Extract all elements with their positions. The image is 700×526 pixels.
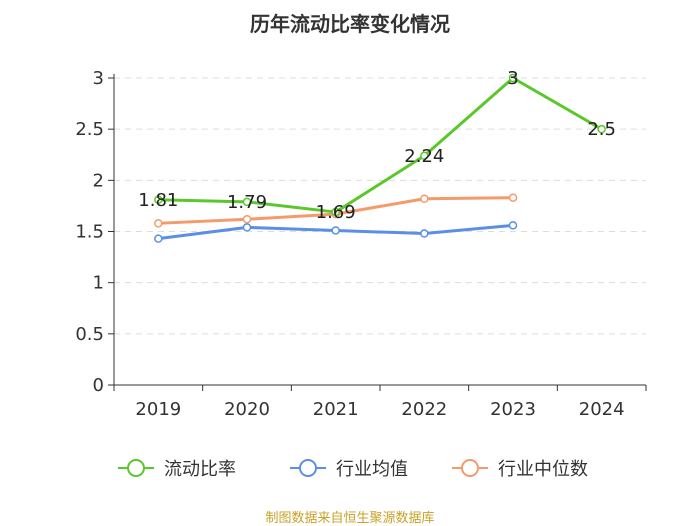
y-tick-label: 1.5	[75, 222, 104, 243]
x-tick-label: 2023	[490, 399, 536, 420]
data-point	[508, 73, 518, 83]
series-line-1	[158, 76, 603, 214]
legend-label: 流动比率	[164, 459, 236, 480]
data-label: 1.69	[316, 202, 356, 223]
data-point	[420, 194, 429, 204]
data-point	[508, 221, 518, 230]
data-point	[154, 219, 163, 228]
data-point	[154, 195, 163, 205]
x-tick-label: 2020	[224, 399, 270, 420]
data-label: 1.81	[138, 190, 178, 211]
x-tick-label: 2021	[313, 399, 359, 420]
data-point	[154, 234, 163, 243]
y-tick-label: 3	[93, 68, 104, 89]
chart-title: 历年流动比率变化情况	[250, 12, 450, 36]
data-label: 3	[507, 68, 518, 89]
x-tick-label: 2022	[401, 399, 447, 420]
y-tick-label: 1	[93, 273, 104, 294]
y-tick-label: 0	[93, 375, 104, 396]
x-tick-label: 2024	[579, 399, 625, 420]
data-point	[420, 151, 429, 161]
data-point	[420, 229, 429, 238]
data-point	[508, 193, 518, 202]
legend-label: 行业中位数	[498, 459, 588, 480]
data-label: 2.24	[404, 146, 444, 167]
x-tick-label: 2019	[135, 399, 181, 420]
data-point	[331, 207, 340, 217]
data-source-note: 制图数据来自恒生聚源数据库	[265, 511, 435, 526]
data-point	[331, 226, 340, 235]
data-label: 2.5	[587, 119, 616, 140]
data-point	[597, 124, 606, 134]
data-point	[242, 223, 252, 232]
data-point	[242, 214, 252, 224]
legend-marker	[299, 459, 317, 477]
legend-marker	[127, 459, 145, 477]
data-point	[242, 197, 252, 207]
y-tick-label: 0.5	[75, 324, 104, 345]
legend-marker	[461, 459, 479, 477]
y-tick-label: 2	[93, 170, 104, 191]
data-label: 1.79	[227, 192, 267, 213]
y-tick-label: 2.5	[75, 119, 104, 140]
legend-label: 行业均值	[336, 459, 408, 480]
